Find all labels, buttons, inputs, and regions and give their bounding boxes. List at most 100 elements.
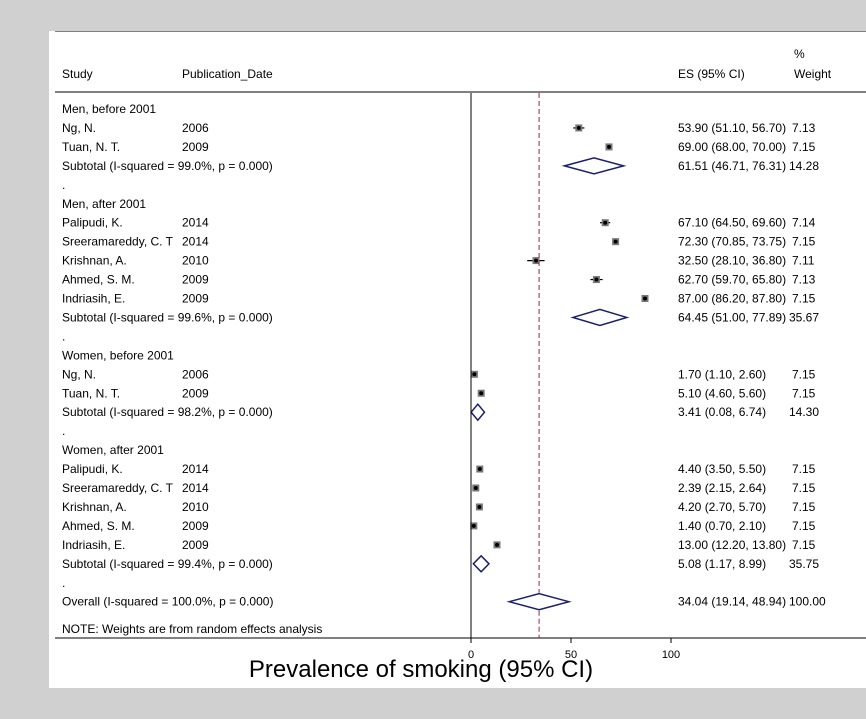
x-tick-label: 0 (468, 649, 474, 661)
chart-panel: Study Publication_Date ES (95% CI) % Wei… (49, 31, 866, 688)
row-date: 2009 (182, 273, 209, 287)
row-weight: 7.13 (792, 273, 816, 287)
point-estimate (534, 258, 538, 263)
row-weight: 35.75 (789, 557, 819, 571)
row-date: 2006 (182, 367, 209, 381)
row-es-ci: 1.40 (0.70, 2.10) (678, 519, 766, 533)
forest-plot: Study Publication_Date ES (95% CI) % Wei… (55, 31, 866, 683)
x-tick-label: 100 (662, 649, 680, 661)
row-label-spacer: . (62, 424, 65, 438)
row-label-group: Women, before 2001 (62, 348, 174, 362)
point-estimate (576, 125, 581, 130)
row-es-ci: 62.70 (59.70, 65.80) (678, 273, 786, 287)
row-weight: 35.67 (789, 310, 819, 324)
point-estimate (495, 542, 499, 547)
row-weight: 14.30 (789, 405, 819, 419)
point-estimate (479, 391, 484, 396)
subtotal-diamond (570, 308, 630, 327)
header-es: ES (95% CI) (678, 67, 745, 81)
weights-note: NOTE: Weights are from random effects an… (62, 622, 322, 636)
row-es-ci: 72.30 (70.85, 73.75) (678, 235, 786, 249)
row-es-ci: 61.51 (46.71, 76.31) (678, 159, 786, 173)
row-date: 2009 (182, 538, 209, 552)
row-es-ci: 53.90 (51.10, 56.70) (678, 121, 786, 135)
row-label-study: Tuan, N. T. (62, 386, 120, 400)
row-label-spacer: . (62, 576, 65, 590)
row-weight: 7.15 (792, 500, 816, 514)
point-estimate (477, 467, 482, 472)
row-label-study: Sreeramareddy, C. T (62, 235, 174, 249)
row-weight: 7.15 (792, 235, 816, 249)
row-weight: 7.15 (792, 538, 816, 552)
row-date: 2014 (182, 235, 209, 249)
row-weight: 100.00 (789, 595, 826, 609)
x-tick-label: 50 (565, 649, 577, 661)
row-es-ci: 34.04 (19.14, 48.94) (678, 595, 786, 609)
row-weight: 7.15 (792, 519, 816, 533)
point-estimate (643, 296, 647, 301)
row-weight: 14.28 (789, 159, 819, 173)
row-date: 2009 (182, 519, 209, 533)
row-date: 2009 (182, 292, 209, 306)
row-es-ci: 87.00 (86.20, 87.80) (678, 292, 786, 306)
row-date: 2009 (182, 140, 209, 154)
row-label-study: Krishnan, A. (62, 500, 127, 514)
header-weight: Weight (794, 67, 832, 81)
x-axis: 0 50 100 (468, 638, 680, 661)
row-date: 2010 (182, 500, 209, 514)
row-es-ci: 5.10 (4.60, 5.60) (678, 386, 766, 400)
row-es-ci: 67.10 (64.50, 69.60) (678, 216, 786, 230)
plot-marks (470, 93, 649, 638)
point-estimate (613, 239, 618, 244)
point-estimate (603, 220, 608, 225)
header-weight-pct: % (794, 47, 805, 61)
subtotal-diamond (472, 554, 491, 573)
point-estimate (477, 504, 482, 509)
row-weight: 7.15 (792, 462, 816, 476)
row-es-ci: 4.20 (2.70, 5.70) (678, 500, 766, 514)
row-date: 2010 (182, 254, 209, 268)
row-es-ci: 64.45 (51.00, 77.89) (678, 310, 786, 324)
row-label-study: Tuan, N. T. (62, 140, 120, 154)
row-date: 2006 (182, 121, 209, 135)
row-date: 2014 (182, 216, 209, 230)
row-weight: 7.15 (792, 292, 816, 306)
row-weight: 7.14 (792, 216, 816, 230)
row-label-group: Women, after 2001 (62, 443, 164, 457)
overall-diamond (506, 592, 572, 611)
row-weight: 7.13 (792, 121, 816, 135)
row-weight: 7.15 (792, 481, 816, 495)
row-date: 2014 (182, 462, 209, 476)
row-es-ci: 1.70 (1.10, 2.60) (678, 367, 766, 381)
x-axis-title: Prevalence of smoking (95% CI) (249, 656, 593, 683)
point-estimate (471, 523, 476, 528)
row-label-subtotal: Subtotal (I-squared = 99.0%, p = 0.000) (62, 159, 273, 173)
row-weight: 7.15 (792, 367, 816, 381)
row-es-ci: 4.40 (3.50, 5.50) (678, 462, 766, 476)
table-rows: Men, before 2001 Ng, N. 2006 53.90 (51.10, … (62, 102, 826, 609)
table-header: Study Publication_Date ES (95% CI) % Wei… (62, 47, 832, 81)
subtotal-diamond (561, 157, 627, 175)
row-label-subtotal: Subtotal (I-squared = 99.6%, p = 0.000) (62, 310, 273, 324)
row-label-group: Men, before 2001 (62, 102, 156, 116)
row-es-ci: 2.39 (2.15, 2.64) (678, 481, 766, 495)
row-label-study: Palipudi, K. (62, 216, 123, 230)
row-es-ci: 3.41 (0.08, 6.74) (678, 405, 766, 419)
row-label-study: Ng, N. (62, 367, 96, 381)
row-weight: 7.15 (792, 386, 816, 400)
row-es-ci: 13.00 (12.20, 13.80) (678, 538, 786, 552)
row-label-overall: Overall (I-squared = 100.0%, p = 0.000) (62, 595, 273, 609)
row-label-study: Krishnan, A. (62, 254, 127, 268)
row-label-spacer: . (62, 178, 65, 192)
row-label-group: Men, after 2001 (62, 197, 146, 211)
row-label-study: Ahmed, S. M. (62, 273, 135, 287)
row-label-spacer: . (62, 329, 65, 343)
row-label-subtotal: Subtotal (I-squared = 98.2%, p = 0.000) (62, 405, 273, 419)
row-label-study: Palipudi, K. (62, 462, 123, 476)
row-label-study: Ahmed, S. M. (62, 519, 135, 533)
row-es-ci: 69.00 (68.00, 70.00) (678, 140, 786, 154)
row-date: 2009 (182, 386, 209, 400)
header-date: Publication_Date (182, 67, 273, 81)
row-label-study: Indriasih, E. (62, 538, 125, 552)
row-weight: 7.15 (792, 140, 816, 154)
